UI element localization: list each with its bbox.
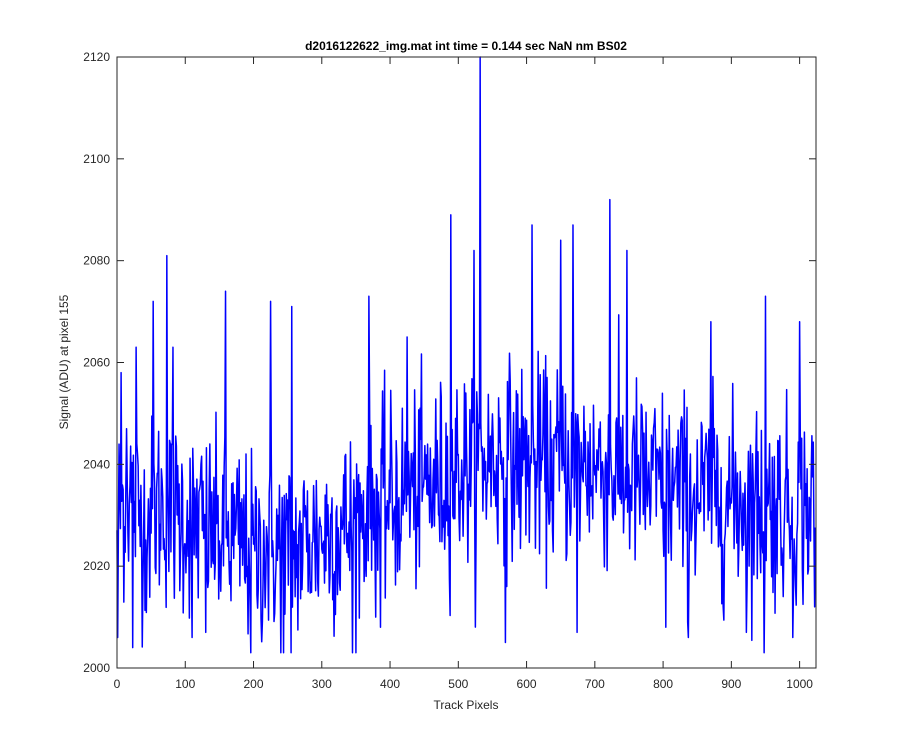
x-tick-label: 400 [380, 677, 400, 691]
y-tick-label: 2120 [83, 50, 110, 64]
x-tick-label: 500 [448, 677, 468, 691]
y-tick-label: 2020 [83, 559, 110, 573]
x-tick-label: 100 [175, 677, 195, 691]
x-tick-label: 200 [244, 677, 264, 691]
y-tick-label: 2100 [83, 152, 110, 166]
x-tick-label: 900 [721, 677, 741, 691]
y-tick-label: 2080 [83, 254, 110, 268]
x-axis-label: Track Pixels [434, 698, 499, 712]
x-tick-label: 700 [585, 677, 605, 691]
signal-series-line [116, 56, 817, 654]
chart-title: d2016122622_img.mat int time = 0.144 sec… [305, 39, 627, 53]
y-tick-label: 2000 [83, 661, 110, 675]
x-tick-label: 1000 [786, 677, 813, 691]
y-axis: 2000 2020 2040 2060 2080 2100 2120 [83, 50, 816, 675]
x-tick-label: 0 [114, 677, 121, 691]
y-tick-label: 2060 [83, 356, 110, 370]
series-layer [116, 56, 817, 654]
y-tick-label: 2040 [83, 457, 110, 471]
x-tick-label: 600 [517, 677, 537, 691]
x-tick-label: 800 [653, 677, 673, 691]
plot-area [117, 57, 816, 668]
x-axis: 0 100 200 300 400 500 600 700 800 900 1000 [114, 57, 813, 691]
x-tick-label: 300 [312, 677, 332, 691]
y-axis-label: Signal (ADU) at pixel 155 [57, 294, 71, 429]
